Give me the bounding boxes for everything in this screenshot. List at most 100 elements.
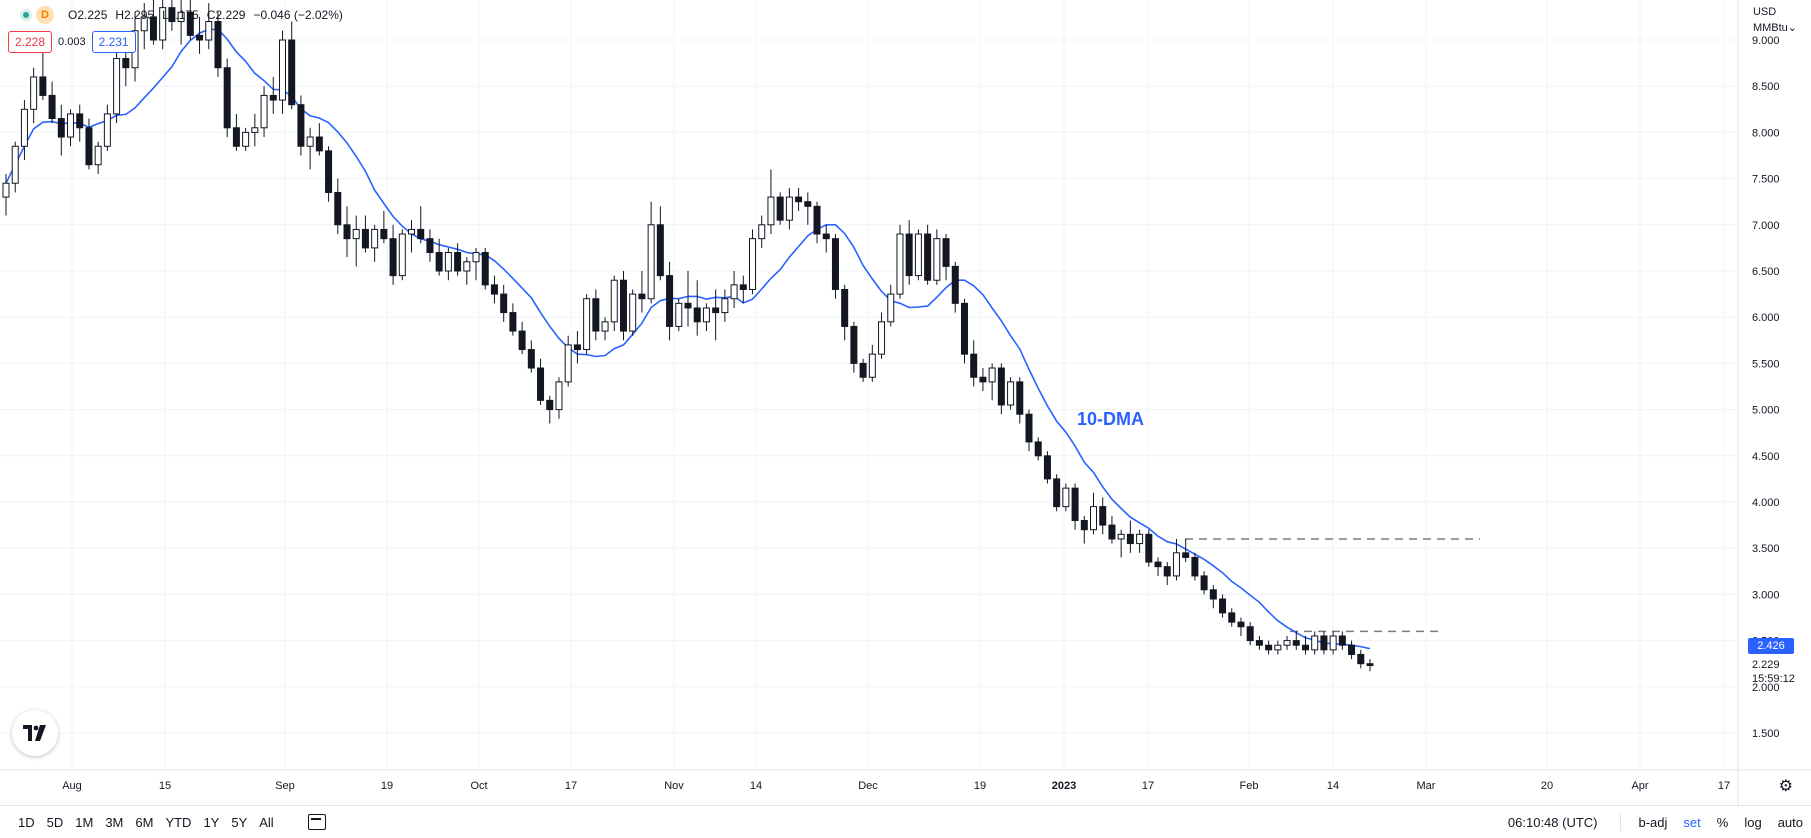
candle-body <box>638 293 646 300</box>
divider <box>1619 813 1621 831</box>
x-tick-label: Mar <box>1417 780 1436 792</box>
candle-body <box>1154 561 1162 568</box>
ask-price[interactable]: 2.231 <box>91 31 136 53</box>
last-price-value: 2.229 <box>1752 659 1780 671</box>
candle-body <box>444 252 452 272</box>
candle-body <box>518 330 526 351</box>
candle-body <box>583 298 591 351</box>
candle-body <box>960 302 968 355</box>
candle-body <box>1255 640 1263 646</box>
x-tick-label: 17 <box>1142 780 1154 792</box>
bid-ask-panel: 2.228 0.003 2.231 <box>8 31 136 53</box>
candle-body <box>20 108 28 147</box>
candle-body <box>1200 575 1208 591</box>
data-delay-badge: D <box>36 6 54 24</box>
y-tick-label: 5.500 <box>1752 358 1780 370</box>
x-tick-label: Apr <box>1631 780 1648 792</box>
candle-body <box>868 353 876 378</box>
candle-body <box>297 104 305 147</box>
candle-body <box>942 238 950 267</box>
y-tick-label: 9.000 <box>1752 35 1780 47</box>
price-axis: 1.5002.0002.5003.0003.5004.0004.5005.000… <box>1737 0 1780 805</box>
currency-unit[interactable]: USD MMBtu⌄ <box>1753 4 1797 36</box>
candle-body <box>601 321 609 332</box>
set-toggle[interactable]: set <box>1683 814 1701 830</box>
tradingview-logo-icon[interactable] <box>12 710 58 756</box>
range-all[interactable]: All <box>259 814 274 830</box>
candle-body <box>509 312 517 332</box>
candle-body <box>619 279 627 332</box>
candle-body <box>196 34 204 41</box>
candle-body <box>887 293 895 323</box>
candle-body <box>1071 487 1079 521</box>
settings-gear-icon[interactable]: ⚙ <box>1778 778 1793 795</box>
candle-body <box>666 275 674 327</box>
candle-body <box>463 261 471 272</box>
candle-body <box>251 127 259 133</box>
range-5y[interactable]: 5Y <box>231 814 248 830</box>
range-3m[interactable]: 3M <box>105 814 124 830</box>
candle-body <box>546 399 554 411</box>
x-tick-label: Feb <box>1240 780 1259 792</box>
y-tick-label: 8.000 <box>1752 127 1780 139</box>
log-toggle[interactable]: log <box>1744 814 1762 830</box>
candle-body <box>1025 413 1033 443</box>
candle-body <box>1126 533 1134 545</box>
candle-body <box>675 302 683 327</box>
candle-body <box>831 238 839 290</box>
candle-body <box>1265 644 1273 651</box>
candle-body <box>103 113 111 147</box>
y-tick-label: 8.500 <box>1752 81 1780 93</box>
candle-body <box>1311 635 1319 651</box>
bid-price[interactable]: 2.228 <box>8 31 53 53</box>
auto-toggle[interactable]: auto <box>1777 814 1803 830</box>
range-6m[interactable]: 6M <box>135 814 154 830</box>
percent-toggle[interactable]: % <box>1716 814 1729 830</box>
candle-body <box>555 381 563 411</box>
x-tick-label: 2023 <box>1052 780 1076 792</box>
b-adj-toggle[interactable]: b-adj <box>1638 814 1668 830</box>
candle-body <box>749 238 757 290</box>
candle-body <box>795 196 803 203</box>
x-tick-label: Aug <box>62 780 82 792</box>
utc-clock[interactable]: 06:10:48 (UTC) <box>1507 814 1598 830</box>
candle-body <box>951 265 959 304</box>
candle-body <box>1007 381 1015 406</box>
horizontal-level-lines <box>1185 538 1480 633</box>
candle-body <box>1283 640 1291 646</box>
range-1d[interactable]: 1D <box>18 814 35 830</box>
candle-body <box>1080 519 1088 531</box>
candle-body <box>306 136 314 147</box>
x-tick-label: Oct <box>470 780 487 792</box>
range-5d[interactable]: 5D <box>46 814 64 830</box>
candle-body <box>2 182 10 198</box>
candle-body <box>896 233 904 295</box>
price-chart[interactable]: 1.5002.0002.5003.0003.5004.0004.5005.000… <box>0 0 1811 805</box>
candle-body <box>426 238 434 254</box>
candle-body <box>859 362 867 378</box>
candle-body <box>417 228 425 240</box>
candle-body <box>76 113 84 129</box>
candle-body <box>592 298 600 332</box>
candle-body <box>684 302 692 309</box>
currency-label: USD <box>1752 6 1777 18</box>
range-ytd[interactable]: YTD <box>165 814 192 830</box>
candle-body <box>278 39 286 101</box>
y-tick-label: 7.000 <box>1752 220 1780 232</box>
candle-body <box>380 228 388 240</box>
y-tick-label: 6.000 <box>1752 312 1780 324</box>
bottom-toolbar: 1D 5D 1M 3M 6M YTD 1Y 5Y All 06:10:48 (U… <box>0 805 1811 838</box>
candle-body <box>39 76 47 96</box>
candle-body <box>1145 533 1153 563</box>
range-1y[interactable]: 1Y <box>203 814 220 830</box>
candle-body <box>730 284 738 300</box>
candle-body <box>57 118 65 138</box>
candle-body <box>537 367 545 401</box>
candle-body <box>168 7 176 23</box>
candle-body <box>1348 644 1356 655</box>
calendar-icon[interactable] <box>307 814 326 830</box>
candle-body <box>1136 533 1144 545</box>
range-1m[interactable]: 1M <box>75 814 94 830</box>
toolbar-right: 06:10:48 (UTC) b-adj set % log auto <box>1500 806 1811 838</box>
candle-body <box>610 279 618 323</box>
